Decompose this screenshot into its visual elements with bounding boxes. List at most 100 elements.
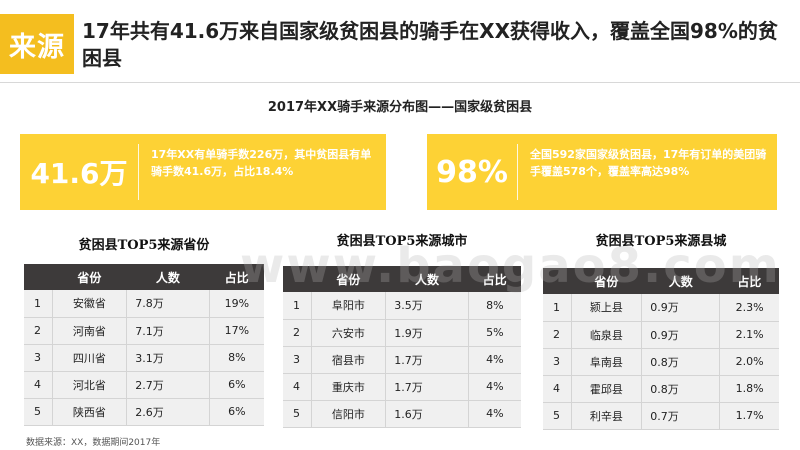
chart-subtitle: 2017年XX骑手来源分布图——国家级贫困县	[267, 100, 533, 115]
title-divider	[0, 82, 800, 83]
cities-table: 省份 人数 占比 1 阜阳市 3.5万 8% 2 六安市 1.9万 5% 3 宿县市 1.7万 4% 4 重庆市…	[283, 266, 521, 428]
table-row: 3 宿县市 1.7万 4%	[283, 346, 521, 374]
name-cell: 利辛县	[570, 402, 643, 430]
name-cell: 河南省	[51, 317, 128, 345]
table-header-cell: 省份	[571, 268, 642, 294]
count-cell: 1.7万	[385, 346, 469, 374]
count-cell: 1.6万	[385, 400, 469, 428]
table-header-cell: 占比	[719, 268, 779, 294]
rank-cell: 1	[543, 294, 571, 322]
count-cell: 2.6万	[126, 398, 210, 426]
rank-cell: 3	[283, 346, 311, 374]
section-tag: 来源	[0, 14, 74, 74]
rank-cell: 4	[543, 375, 571, 403]
share-cell: 4%	[468, 346, 521, 374]
rank-cell: 3	[24, 344, 52, 372]
rank-cell: 1	[283, 292, 311, 320]
share-cell: 2.0%	[719, 348, 779, 376]
share-cell: 6%	[209, 398, 264, 426]
count-cell: 3.5万	[385, 292, 469, 320]
name-cell: 阜阳市	[310, 292, 387, 320]
counties-table: 省份 人数 占比 1 颍上县 0.9万 2.3% 2 临泉县 0.9万 2.1% 3 阜南县 0.8万 2.…	[543, 268, 779, 430]
table-row: 5 信阳市 1.6万 4%	[283, 400, 521, 428]
table-header-row: 省份 人数 占比	[543, 268, 779, 294]
name-cell: 四川省	[51, 344, 128, 372]
rank-cell: 5	[24, 398, 52, 426]
table-row: 3 阜南县 0.8万 2.0%	[543, 348, 779, 376]
count-cell: 0.9万	[641, 294, 721, 322]
table-title-provinces: 贫困县TOP5来源省份	[78, 238, 210, 253]
header-rank-cell	[283, 266, 311, 292]
share-cell: 8%	[468, 292, 521, 320]
table-row: 4 霍邱县 0.8万 1.8%	[543, 375, 779, 403]
name-cell: 重庆市	[310, 373, 387, 401]
count-cell: 0.8万	[641, 348, 721, 376]
share-cell: 1.7%	[719, 402, 779, 430]
share-cell: 17%	[209, 317, 264, 345]
stat-card-value: 41.6万	[30, 157, 128, 190]
count-cell: 1.7万	[385, 373, 469, 401]
share-cell: 1.8%	[719, 375, 779, 403]
header-rank-cell	[543, 268, 571, 294]
count-cell: 7.1万	[126, 317, 210, 345]
stat-card-description: 全国592家国家级贫困县，17年有订单的美团骑手覆盖578个，覆盖率高达98%	[530, 148, 767, 178]
name-cell: 河北省	[51, 371, 128, 399]
count-cell: 0.8万	[641, 375, 721, 403]
data-source-note: 数据来源：XX，数据期间2017年	[26, 438, 161, 448]
card-divider	[517, 144, 518, 200]
count-cell: 0.9万	[641, 321, 721, 349]
table-row: 3 四川省 3.1万 8%	[24, 344, 264, 372]
table-header-cell: 省份	[52, 264, 127, 290]
table-header-cell: 占比	[209, 264, 264, 290]
provinces-table: 省份 人数 占比 1 安徽省 7.8万 19% 2 河南省 7.1万 17% 3 四川省 3.1万 8% 4 河…	[24, 264, 264, 426]
count-cell: 3.1万	[126, 344, 210, 372]
share-cell: 4%	[468, 373, 521, 401]
rank-cell: 2	[543, 321, 571, 349]
name-cell: 六安市	[310, 319, 387, 347]
rank-cell: 3	[543, 348, 571, 376]
share-cell: 2.3%	[719, 294, 779, 322]
table-row: 5 利辛县 0.7万 1.7%	[543, 402, 779, 430]
table-row: 2 六安市 1.9万 5%	[283, 319, 521, 347]
table-title-counties: 贫困县TOP5来源县城	[595, 234, 727, 249]
share-cell: 5%	[468, 319, 521, 347]
stat-card-description: 17年XX有单骑手数226万，其中贫困县有单骑手数41.6万，占比18.4%	[151, 148, 372, 178]
table-row: 1 安徽省 7.8万 19%	[24, 290, 264, 318]
name-cell: 阜南县	[570, 348, 643, 376]
table-header-row: 省份 人数 占比	[24, 264, 264, 290]
stat-card-coverage: 98% 全国592家国家级贫困县，17年有订单的美团骑手覆盖578个，覆盖率高达…	[427, 134, 777, 210]
card-divider	[138, 144, 139, 200]
rank-cell: 5	[543, 402, 571, 430]
share-cell: 2.1%	[719, 321, 779, 349]
stat-card-riders: 41.6万 17年XX有单骑手数226万，其中贫困县有单骑手数41.6万，占比1…	[20, 134, 386, 210]
rank-cell: 2	[24, 317, 52, 345]
table-header-cell: 人数	[641, 268, 720, 294]
table-header-cell: 省份	[311, 266, 386, 292]
table-row: 4 河北省 2.7万 6%	[24, 371, 264, 399]
table-header-cell: 人数	[126, 264, 210, 290]
rank-cell: 4	[24, 371, 52, 399]
name-cell: 陕西省	[51, 398, 128, 426]
count-cell: 7.8万	[126, 290, 210, 318]
share-cell: 4%	[468, 400, 521, 428]
rank-cell: 1	[24, 290, 52, 318]
share-cell: 6%	[209, 371, 264, 399]
name-cell: 颍上县	[570, 294, 643, 322]
name-cell: 安徽省	[51, 290, 128, 318]
page-title: 17年共有41.6万来自国家级贫困县的骑手在XX获得收入，覆盖全国98%的贫困县	[82, 19, 778, 70]
table-title-cities: 贫困县TOP5来源城市	[336, 234, 468, 249]
rank-cell: 2	[283, 319, 311, 347]
count-cell: 2.7万	[126, 371, 210, 399]
table-row: 2 临泉县 0.9万 2.1%	[543, 321, 779, 349]
table-header-row: 省份 人数 占比	[283, 266, 521, 292]
count-cell: 1.9万	[385, 319, 469, 347]
name-cell: 宿县市	[310, 346, 387, 374]
name-cell: 临泉县	[570, 321, 643, 349]
share-cell: 19%	[209, 290, 264, 318]
share-cell: 8%	[209, 344, 264, 372]
header-rank-cell	[24, 264, 52, 290]
name-cell: 信阳市	[310, 400, 387, 428]
name-cell: 霍邱县	[570, 375, 643, 403]
stat-card-value: 98%	[436, 154, 508, 190]
rank-cell: 4	[283, 373, 311, 401]
